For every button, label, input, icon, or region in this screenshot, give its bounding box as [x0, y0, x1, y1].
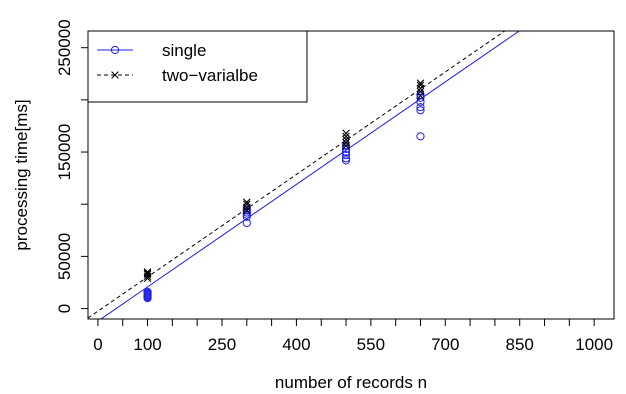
legend-marker-circle — [110, 45, 120, 55]
data-point-two-variable — [416, 81, 425, 90]
x-tick-label: 550 — [357, 335, 385, 354]
data-point-single — [416, 103, 425, 112]
data-point-two-variable — [143, 270, 152, 278]
y-axis: 0 50000 150000 250000 — [55, 19, 89, 313]
x-tick-label: 0 — [93, 335, 102, 354]
fit-line-single — [100, 31, 521, 319]
x-marker-stroke — [416, 81, 425, 90]
data-point-single — [341, 156, 351, 165]
x-marker-stroke — [342, 129, 350, 138]
y-tick-label: 250000 — [55, 19, 74, 76]
fit-lines — [88, 31, 521, 319]
x-marker-stroke — [342, 132, 350, 141]
x-marker-stroke — [143, 269, 152, 277]
y-tick-label: 0 — [55, 304, 74, 313]
x-marker-stroke — [416, 79, 425, 87]
data-point-single — [143, 287, 152, 296]
y-tick-label: 50000 — [55, 233, 74, 280]
data-point-two-variable — [143, 268, 152, 276]
data-points — [143, 79, 425, 303]
legend-marker-x — [111, 71, 119, 79]
x-marker-stroke — [243, 200, 251, 209]
x-marker-stroke — [143, 270, 152, 278]
x-tick-label: 100 — [133, 335, 161, 354]
data-point-two-variable — [243, 198, 251, 206]
x-tick-label: 1000 — [575, 335, 613, 354]
data-point-two-variable — [342, 141, 350, 150]
x-tick-label: 700 — [431, 335, 459, 354]
data-point-two-variable — [342, 129, 350, 138]
legend: single two−varialbe — [87, 30, 308, 103]
data-point-single — [341, 151, 351, 160]
data-point-two-variable — [342, 132, 350, 141]
data-point-single — [242, 208, 251, 217]
data-point-single — [341, 154, 351, 163]
x-marker-stroke — [143, 268, 152, 276]
fit-line-two-variable — [88, 31, 506, 319]
legend-box — [87, 30, 308, 103]
data-point-two-variable — [143, 269, 152, 277]
data-point-single — [242, 218, 251, 228]
data-point-two-variable — [416, 87, 425, 96]
data-point-two-variable — [342, 135, 350, 144]
x-marker-stroke — [243, 206, 251, 215]
x-tick-label: 400 — [282, 335, 310, 354]
data-point-single — [416, 106, 425, 115]
data-point-two-variable — [416, 79, 425, 87]
legend-label: two−varialbe — [162, 66, 258, 85]
x-marker-stroke — [342, 138, 350, 147]
data-point-single — [416, 93, 425, 102]
x-marker-stroke — [243, 198, 251, 206]
y-axis-title: processing time[ms] — [12, 99, 31, 250]
data-point-two-variable — [243, 206, 251, 215]
data-point-single — [242, 212, 251, 221]
data-point-two-variable — [243, 200, 251, 209]
legend-label: single — [162, 41, 206, 60]
data-point-two-variable — [342, 138, 350, 147]
x-marker-stroke — [416, 87, 425, 96]
x-tick-label: 850 — [506, 335, 534, 354]
x-tick-label: 250 — [208, 335, 236, 354]
x-axis: 0 100 250 400 550 700 850 1000 — [93, 318, 613, 354]
x-marker-stroke — [342, 141, 350, 150]
x-axis-title: number of records n — [275, 373, 427, 392]
y-tick-label: 150000 — [55, 124, 74, 181]
x-marker-stroke — [342, 135, 350, 144]
data-point-single — [341, 147, 351, 157]
data-point-single — [416, 132, 425, 141]
